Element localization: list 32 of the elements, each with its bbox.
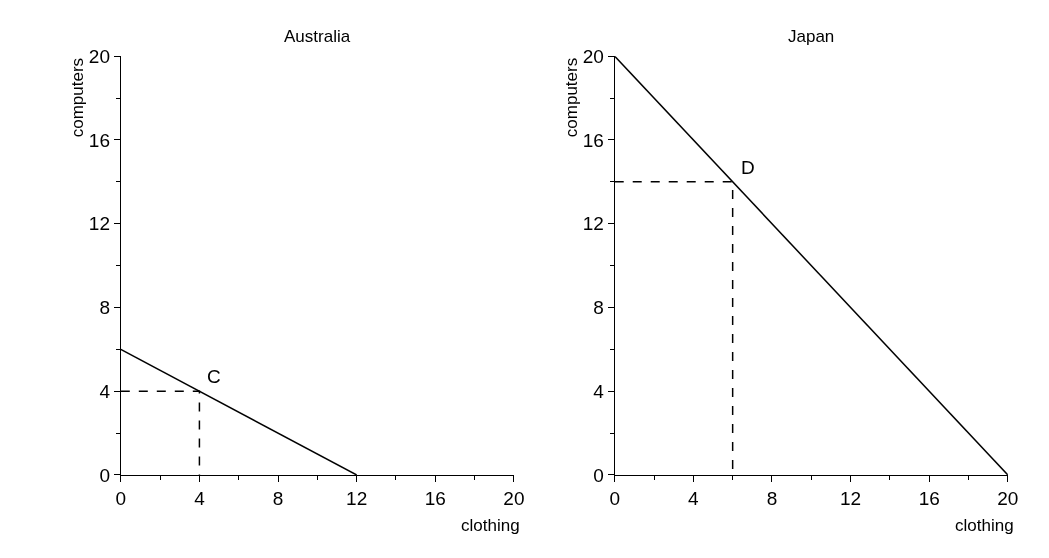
y-tick-label: 4 <box>593 380 605 402</box>
x-tick-label: 16 <box>918 487 940 509</box>
x-tick-label: 4 <box>688 487 700 509</box>
y-tick-label: 12 <box>88 213 110 235</box>
x-tick-label: 12 <box>840 487 862 509</box>
y-axis-title: computers <box>67 57 87 138</box>
y-tick-label: 0 <box>593 464 604 486</box>
chart-title: Australia <box>284 27 351 46</box>
x-axis-title: clothing <box>461 516 520 535</box>
x-axis-title: clothing <box>955 516 1014 535</box>
y-tick-label: 20 <box>582 45 604 67</box>
annotation: C <box>207 366 221 387</box>
x-tick-label: 20 <box>997 487 1019 509</box>
x-tick-label: 20 <box>503 487 525 509</box>
y-tick-label: 16 <box>88 129 110 151</box>
x-tick-label: 0 <box>115 487 127 509</box>
y-tick-label: 8 <box>593 297 604 319</box>
chart-title: Japan <box>788 27 835 46</box>
y-tick-label: 16 <box>582 129 604 151</box>
annotation: D <box>741 157 755 178</box>
y-tick-label: 4 <box>99 380 111 402</box>
x-tick-label: 16 <box>424 487 446 509</box>
x-tick-label: 12 <box>346 487 368 509</box>
y-tick-label: 12 <box>582 213 604 235</box>
x-tick-label: 0 <box>609 487 621 509</box>
x-tick-label: 8 <box>272 487 284 509</box>
y-axis-title: computers <box>561 57 581 138</box>
x-tick-label: 4 <box>194 487 206 509</box>
y-tick-label: 0 <box>99 464 110 486</box>
x-tick-label: 8 <box>766 487 778 509</box>
y-tick-label: 8 <box>99 297 110 319</box>
y-tick-label: 20 <box>88 45 110 67</box>
